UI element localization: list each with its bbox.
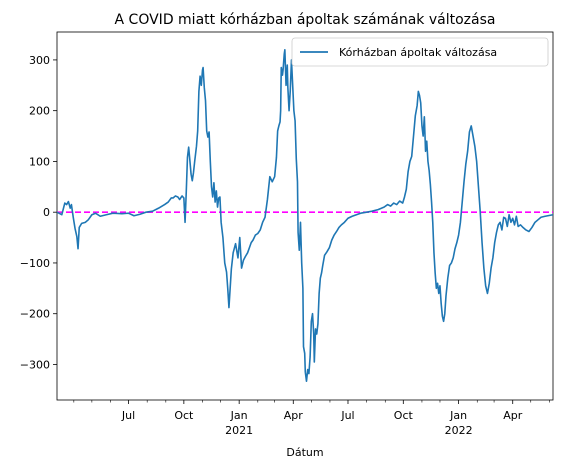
x-tick-label: Oct [174, 409, 194, 422]
legend-box [291, 37, 549, 67]
x-axis: Jul Oct Jan 2021 Apr Jul Oct Jan 2022 Apr [73, 400, 550, 437]
plot-frame [56, 31, 554, 401]
x-tick-label: Apr [284, 409, 304, 422]
x-tick-year-label: 2022 [445, 424, 473, 437]
y-tick-label: −200 [20, 308, 50, 321]
x-tick-year-label: 2021 [225, 424, 253, 437]
x-axis-label: Dátum [286, 446, 323, 459]
x-tick-label: Apr [503, 409, 523, 422]
y-tick-label: 300 [29, 54, 50, 67]
x-tick-label: Jan [449, 409, 467, 422]
x-tick-label: Jan [230, 409, 248, 422]
y-tick-label: 0 [43, 206, 50, 219]
chart-title: A COVID miatt kórházban ápoltak számának… [115, 12, 496, 28]
legend-label: Kórházban ápoltak változása [339, 46, 497, 59]
y-axis: −300 −200 −100 0 100 200 300 [20, 54, 57, 371]
y-tick-label: 200 [29, 105, 50, 118]
legend: Kórházban ápoltak változása [291, 37, 549, 67]
x-tick-label: Jul [121, 409, 135, 422]
x-tick-label: Jul [340, 409, 354, 422]
plot-area [56, 31, 554, 401]
y-tick-label: 100 [29, 155, 50, 168]
y-tick-label: −300 [20, 358, 50, 371]
series-line-hospitalized-change [56, 48, 554, 383]
y-tick-label: −100 [20, 257, 50, 270]
x-tick-label: Oct [394, 409, 414, 422]
